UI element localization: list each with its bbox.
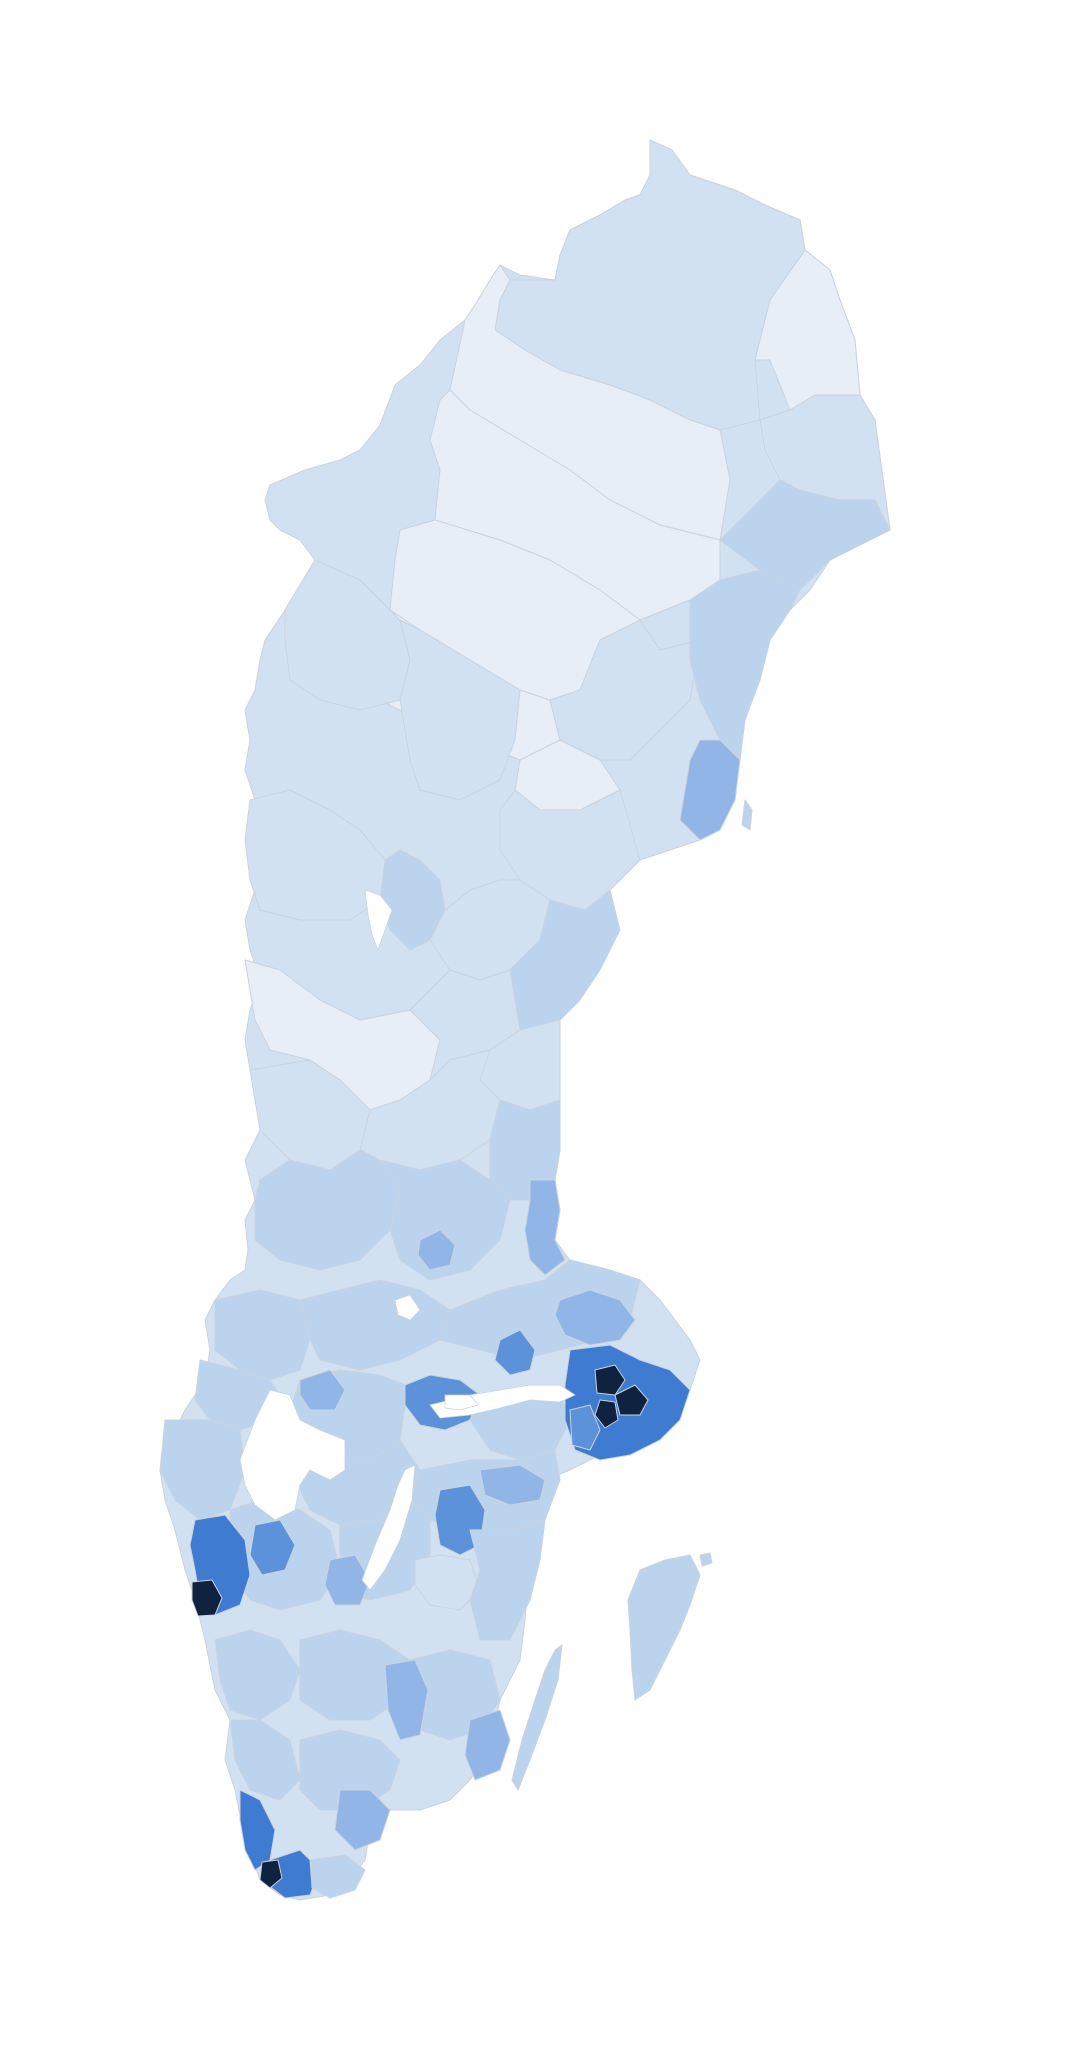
lake-malaren [429,1384,576,1419]
region-vaxjo-area [249,1519,296,1576]
region-umea [679,739,741,841]
region-south-2 [299,1629,411,1721]
region-mid-12 [379,1159,511,1281]
region-jonkoping [384,1659,429,1741]
region-mid-4 [244,789,386,921]
region-north-coast-b [689,569,801,761]
lake-siljan [394,1294,421,1321]
region-karlstad [299,1369,346,1411]
lake-storsjon [364,889,393,952]
region-south-4 [229,1719,301,1801]
region-dalarna-town [417,1229,456,1271]
lake-vanern [239,1389,346,1521]
island-faro [699,1552,713,1567]
region-east-coast-1 [469,1519,546,1641]
region-north-inner-2 [549,619,701,761]
region-gavle [524,1179,566,1276]
region-norrkoping-coast [479,1464,546,1506]
island-gotland [627,1554,701,1701]
region-uppsala [554,1289,636,1346]
region-south-tip [309,1854,366,1899]
region-stockholm-core-3 [594,1399,619,1429]
lake-hjalmaren [444,1394,479,1411]
region-south-6 [334,1789,391,1851]
region-stockholm-core-1 [594,1364,626,1396]
region-boras [324,1554,371,1606]
region-central-1 [214,1289,311,1381]
island-east-small [741,799,753,831]
region-south-5 [299,1729,401,1811]
region-gothenburg [191,1579,223,1617]
region-vasteras [494,1329,536,1376]
region-south-1 [214,1629,301,1721]
region-mid-2 [399,619,521,801]
island-oland [511,1644,563,1791]
region-stockholm-core-2 [614,1384,649,1416]
region-mid-coast-1 [499,889,621,1031]
region-sodertalje [569,1404,601,1451]
lake-vattern [361,1464,416,1591]
region-malmo [259,1859,283,1889]
region-kalmar [464,1709,511,1781]
region-mid-1 [284,559,411,711]
